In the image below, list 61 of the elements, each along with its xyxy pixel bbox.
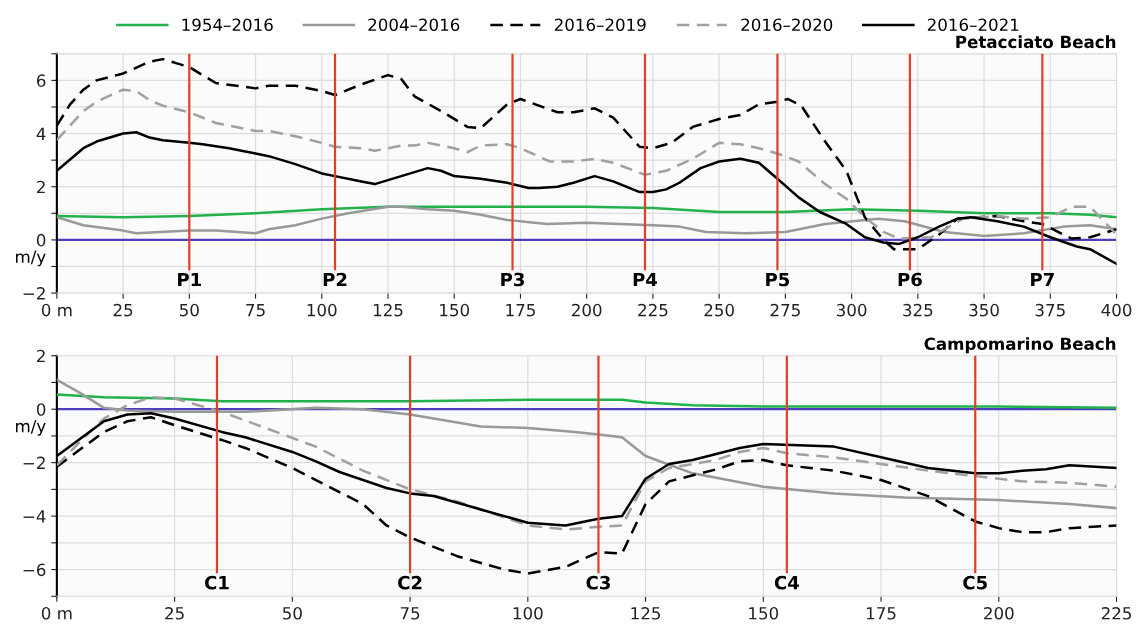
- y-tick-label: 0: [36, 233, 46, 247]
- ref-line-label: C2: [398, 575, 422, 590]
- x-tick-label: 300: [836, 303, 867, 317]
- x-tick-label: 25: [113, 303, 133, 317]
- ref-line-label: P4: [633, 272, 658, 287]
- line-series: [56, 393, 1117, 410]
- legend-label: 2016–2019: [554, 18, 646, 32]
- ref-line-label: C1: [204, 575, 229, 590]
- x-tick-label: 50: [179, 303, 199, 317]
- line-series: [56, 205, 1117, 219]
- y-tick-label: 4: [36, 127, 46, 140]
- x-tick-label: 125: [631, 607, 661, 620]
- x-tick-label: 125: [373, 303, 403, 317]
- y-tick-label: −2: [23, 456, 45, 469]
- y-tick-label: −6: [23, 563, 46, 577]
- x-tick-label: 175: [506, 304, 535, 317]
- x-tick-label: 75: [246, 304, 265, 317]
- x-tick-label: 75: [400, 607, 420, 620]
- y-axis-title: m/y: [16, 420, 46, 436]
- ref-line-label: P3: [501, 272, 524, 287]
- x-tick-label: 0 m: [41, 607, 72, 620]
- x-tick-label: 325: [903, 303, 933, 317]
- x-tick-label: 275: [770, 303, 800, 317]
- x-tick-label: 225: [1101, 607, 1131, 620]
- x-tick-label: 175: [866, 607, 896, 620]
- legend-label: 2016–2020: [741, 18, 833, 32]
- x-tick-label: 225: [638, 303, 668, 317]
- x-tick-label: 200: [572, 303, 602, 317]
- x-tick-label: 150: [440, 303, 470, 317]
- legend-label: 2004–2016: [368, 18, 460, 32]
- x-tick-label: 150: [749, 607, 779, 620]
- x-tick-label: 250: [704, 303, 734, 317]
- y-tick-label: −2: [23, 287, 45, 300]
- chart-title: Petacciato Beach: [956, 35, 1116, 49]
- y-tick-label: 2: [37, 349, 45, 363]
- legend-label: 1954–2016: [182, 18, 273, 32]
- y-tick-label: 0: [36, 403, 46, 416]
- ref-line-label: C5: [963, 575, 987, 590]
- y-axis-title: m/y: [16, 250, 46, 267]
- x-tick-label: 200: [984, 607, 1014, 620]
- chart-title: Campomarino Beach: [924, 337, 1116, 354]
- y-tick-label: 2: [37, 180, 45, 194]
- x-tick-label: 100: [307, 303, 337, 317]
- ref-line-label: P7: [1031, 272, 1054, 287]
- line-series: [56, 88, 1117, 240]
- x-tick-label: 50: [283, 607, 302, 620]
- ref-line-label: P5: [766, 272, 790, 287]
- ref-line-label: P2: [323, 272, 347, 287]
- ref-line-label: P6: [898, 272, 922, 287]
- x-tick-label: 350: [969, 303, 999, 317]
- x-tick-label: 0 m: [41, 303, 72, 317]
- ref-line-label: C3: [586, 575, 610, 590]
- x-tick-label: 100: [513, 607, 543, 620]
- y-tick-label: −4: [23, 510, 46, 523]
- legend-label: 2016–2021: [927, 18, 1019, 32]
- x-tick-label: 375: [1035, 303, 1065, 317]
- y-tick-label: 6: [36, 74, 46, 87]
- x-tick-label: 400: [1101, 303, 1132, 317]
- x-tick-label: 25: [165, 607, 184, 620]
- ref-line-label: C4: [774, 575, 799, 590]
- ref-line-label: P1: [178, 272, 201, 287]
